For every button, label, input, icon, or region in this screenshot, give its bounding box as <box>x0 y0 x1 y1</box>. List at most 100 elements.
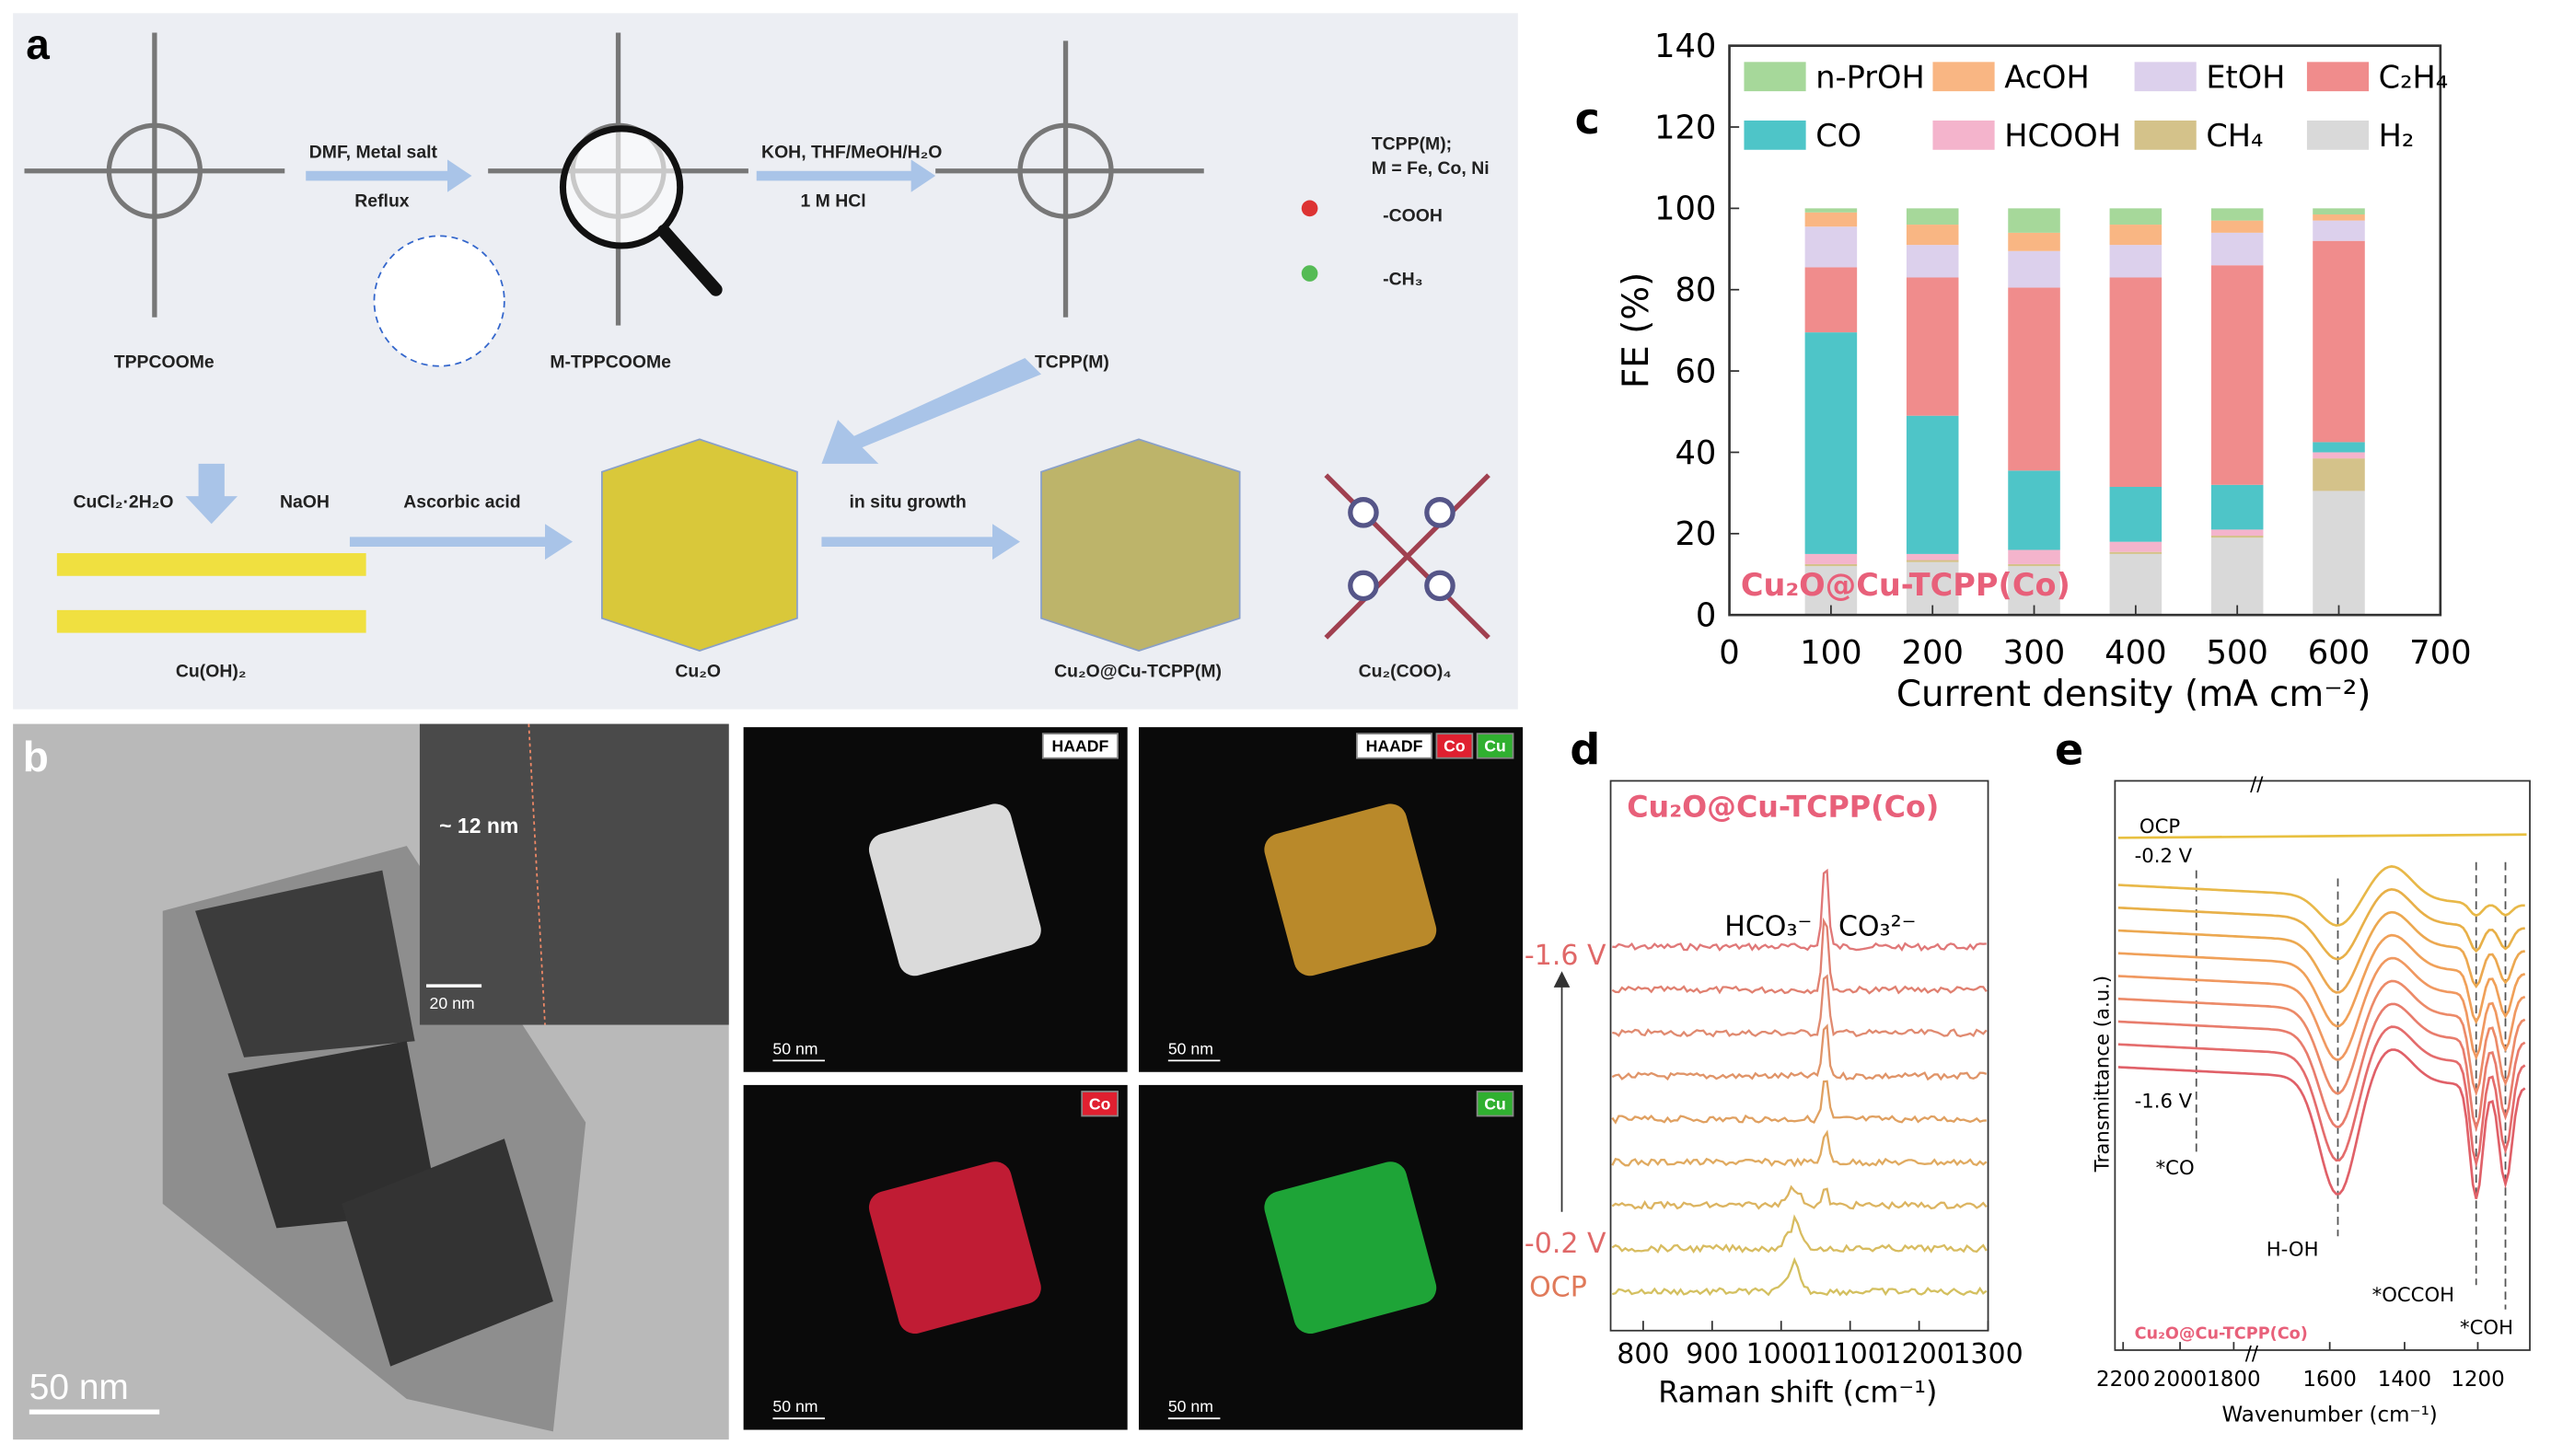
tag-box <box>1041 733 1119 759</box>
bar-segment <box>1906 225 1959 246</box>
spectrum-trace <box>1612 868 1987 953</box>
label: *CO <box>2156 1156 2195 1179</box>
framework <box>1324 473 1490 640</box>
label: CO₃²⁻ <box>1838 910 1917 942</box>
label: Cu₂(COO)₄ <box>1359 661 1452 681</box>
bar-segment <box>1804 553 1858 564</box>
tag: Co <box>1444 737 1466 756</box>
scale-label: 20 nm <box>430 994 475 1012</box>
spectrum-trace <box>2117 1025 2526 1169</box>
x-tick-label: 400 <box>2105 634 2166 672</box>
bar-segment <box>1906 208 1959 225</box>
bar-segment <box>1906 415 1959 554</box>
x-axis-label: Current density (mA cm⁻²) <box>1896 674 2371 715</box>
arrows <box>185 159 1042 560</box>
spectrum-trace <box>2117 933 2526 1028</box>
label: DMF, Metal salt <box>309 143 438 163</box>
bar-segment <box>2210 265 2264 485</box>
label: -1.6 V <box>2135 1090 2193 1113</box>
scale-label: 50 nm <box>1168 1397 1213 1416</box>
x-tick-label: 1600 <box>2302 1368 2356 1392</box>
legend-swatch <box>2134 62 2197 92</box>
scale-label: 50 nm <box>29 1368 129 1407</box>
tag: HAADF <box>1052 737 1109 756</box>
label: M-TPPCOOMe <box>550 352 671 373</box>
panel-label: e <box>2055 725 2083 775</box>
particle <box>1264 803 1437 976</box>
particle <box>227 1041 440 1229</box>
label: Ascorbic acid <box>403 492 520 513</box>
x-tick-label: 100 <box>1800 634 1861 672</box>
bar-segment <box>2008 287 2060 471</box>
x-tick-label: 700 <box>2409 634 2471 672</box>
bar-segment <box>2109 225 2163 246</box>
arrow-head <box>1553 971 1571 988</box>
bar-segment <box>2210 537 2264 616</box>
y-tick-label: 20 <box>1675 515 1716 553</box>
x-tick-label: 1200 <box>1884 1338 1954 1370</box>
bar-segment <box>2109 487 2163 542</box>
bar-segment <box>1906 277 1959 416</box>
bar-segment <box>1906 553 1959 560</box>
bar-segment <box>1804 212 1858 227</box>
panel-c: c 0 20 40 60 80 100 120 140 0 100 200 300 400 500 600 7… <box>1575 28 2472 715</box>
spectrum-trace <box>1612 974 1988 1038</box>
tag-box <box>1081 1091 1119 1117</box>
scale-label: 50 nm <box>772 1039 817 1057</box>
eds-maps: HAADF 50 nm Cu Co HAADF 50 nm Co 50 nm Cu 50 nm <box>743 727 1524 1430</box>
label: -COOH <box>1383 206 1443 226</box>
magnifier <box>559 125 684 249</box>
bar-segment <box>2210 536 2264 538</box>
label: KOH, THF/MeOH/H₂O <box>761 143 942 163</box>
bar-segment <box>2008 208 2060 233</box>
spectrum-trace <box>1611 1080 1987 1125</box>
spectrum-trace <box>1611 1184 1988 1210</box>
tag: HAADF <box>1366 737 1423 756</box>
x-axis-label: Wavenumber (cm⁻¹) <box>2222 1404 2438 1427</box>
x-tick-label: 2200 <box>2096 1368 2150 1392</box>
bar-segment <box>2313 214 2365 221</box>
spectrum-trace <box>2117 887 2525 961</box>
y-tick-label: 60 <box>1675 352 1716 390</box>
bar-segment <box>2008 470 2060 550</box>
label: Reflux <box>354 191 410 212</box>
bar-segment <box>2313 458 2365 491</box>
panel-label: d <box>1570 725 1600 775</box>
tag-box <box>1435 733 1474 759</box>
legend-swatch <box>1744 62 1806 92</box>
x-tick-label: 0 <box>1719 634 1739 672</box>
panel-a: a TPPCOOMe DMF, Metal salt Reflux M-TPPC… <box>13 13 1518 710</box>
bar-segment <box>2008 232 2060 251</box>
label: Cu₂O@Cu-TCPP(Co) <box>1627 790 1939 824</box>
panel-label: c <box>1575 94 1600 144</box>
bar-segment <box>2210 208 2264 221</box>
axis-break: // <box>2250 772 2264 795</box>
x-tick-label: 2000 <box>2153 1368 2207 1392</box>
particle <box>342 1138 553 1367</box>
plot-frame <box>2114 780 2531 1351</box>
spectrum-trace <box>1611 1023 1988 1081</box>
legend-label: CH₄ <box>2206 118 2263 154</box>
bar-segment <box>1804 208 1858 213</box>
magnifier-handle <box>656 225 723 296</box>
bar-segment <box>2313 442 2365 453</box>
label: TPPCOOMe <box>114 352 215 373</box>
bar-segment <box>2008 563 2060 567</box>
y-axis-label: FE (%) <box>1616 272 1657 389</box>
icon <box>1301 265 1318 282</box>
label: -0.2 V <box>1525 1228 1606 1260</box>
legend-swatch <box>1932 120 1995 150</box>
cu-oh-2-layers <box>56 553 366 633</box>
legend-swatch <box>2134 120 2197 150</box>
particle <box>1264 1161 1437 1335</box>
label: Cu₂O@Cu-TCPP(M) <box>1054 661 1222 681</box>
icon <box>1301 200 1318 217</box>
label: *COH <box>2460 1315 2513 1338</box>
x-tick-label: 600 <box>2308 634 2370 672</box>
label: -1.6 V <box>1525 940 1606 972</box>
label: TCPP(M) <box>1035 352 1109 373</box>
annotation: Cu₂O@Cu-TCPP(Co) <box>1741 567 2070 603</box>
x-axis-label: Raman shift (cm⁻¹) <box>1658 1376 1937 1410</box>
bar-segment <box>2109 277 2163 488</box>
bar-segment <box>1804 563 1858 567</box>
